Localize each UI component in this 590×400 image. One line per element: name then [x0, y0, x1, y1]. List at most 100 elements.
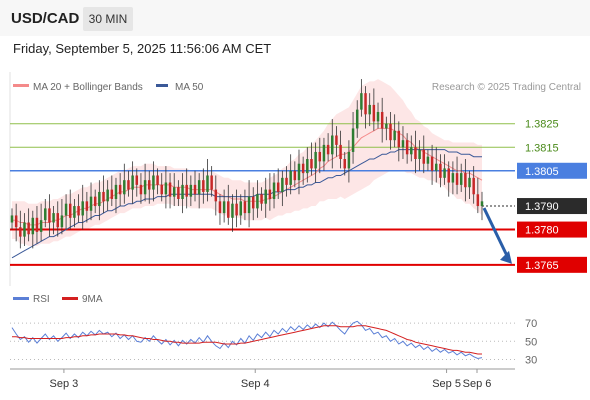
candle — [293, 161, 297, 188]
candle — [468, 170, 471, 199]
candle — [19, 210, 22, 249]
candle — [318, 137, 322, 174]
candle — [123, 163, 126, 204]
candle — [272, 173, 276, 209]
candle — [152, 161, 155, 202]
ma50-legend-label: MA 50 — [175, 82, 204, 93]
candle — [360, 79, 363, 117]
candle — [168, 173, 172, 209]
candle — [160, 173, 163, 202]
level-label-box — [517, 198, 587, 215]
candle — [197, 173, 201, 209]
candle — [326, 133, 330, 162]
candle — [102, 175, 105, 214]
candle — [422, 135, 426, 174]
candle — [39, 203, 43, 242]
candle — [276, 168, 280, 199]
candle — [268, 173, 272, 211]
x-tick-label: Sep 6 — [463, 378, 492, 390]
candle — [118, 173, 122, 207]
level-label-box — [517, 162, 587, 179]
candle — [235, 189, 238, 228]
credit-label: Research © 2025 Trading Central — [432, 82, 581, 93]
candle — [23, 213, 26, 247]
candle — [60, 198, 64, 235]
projection-arrowhead — [500, 250, 512, 264]
candle — [410, 135, 413, 162]
candle — [251, 187, 255, 221]
level-label: 1.3815 — [525, 142, 559, 154]
candle — [314, 142, 317, 183]
candle — [310, 142, 313, 176]
candle — [459, 163, 463, 192]
candle — [451, 161, 455, 195]
candle — [48, 194, 51, 237]
candle — [56, 201, 59, 237]
candle — [264, 177, 267, 218]
candle — [206, 159, 209, 202]
ma20-legend-label: MA 20 + Bollinger Bands — [33, 82, 143, 93]
candle — [77, 194, 80, 223]
candle — [131, 161, 134, 204]
candle — [401, 126, 405, 160]
candle — [222, 189, 226, 223]
level-label-box — [517, 256, 587, 273]
datetime-label: Friday, September 5, 2025 11:56:06 AM CE… — [13, 41, 272, 56]
candle — [372, 88, 376, 131]
level-label: 1.3765 — [525, 260, 559, 272]
candle — [455, 156, 459, 195]
candle — [14, 203, 18, 242]
candle — [297, 149, 301, 195]
candle — [202, 168, 205, 204]
symbol-label: USD/CAD — [11, 10, 80, 27]
x-tick-label: Sep 3 — [50, 378, 79, 390]
timeframe-button[interactable]: 30 MIN — [83, 7, 133, 31]
candle — [285, 166, 288, 197]
candle — [472, 166, 475, 204]
rsi-ma-legend-swatch — [62, 297, 78, 300]
candle — [347, 140, 351, 183]
candle — [227, 184, 230, 225]
candle — [73, 198, 76, 228]
candle — [243, 189, 247, 221]
x-tick-label: Sep 4 — [241, 378, 270, 390]
candle — [10, 208, 14, 230]
candle — [476, 177, 480, 214]
candle — [193, 170, 197, 202]
candle — [35, 206, 39, 244]
candle — [430, 144, 434, 185]
candle — [164, 166, 168, 209]
candle — [114, 177, 118, 214]
candles-group — [10, 79, 484, 249]
candle — [177, 180, 180, 207]
candle — [256, 180, 259, 218]
candle — [81, 184, 84, 230]
candle — [331, 119, 334, 169]
candle — [289, 154, 292, 195]
candle — [189, 175, 193, 207]
ma50-line — [11, 149, 482, 259]
candle — [439, 154, 442, 188]
level-label-box — [517, 221, 587, 238]
level-label: 1.3805 — [525, 166, 559, 178]
candle — [239, 194, 243, 225]
candle — [443, 154, 446, 185]
level-label: 1.3780 — [525, 225, 559, 237]
ma50-legend-swatch — [156, 84, 168, 87]
candle — [135, 168, 139, 197]
candle — [52, 206, 55, 235]
candle — [364, 86, 367, 129]
candle — [89, 182, 93, 221]
rsi-legend-label: RSI — [33, 294, 50, 305]
candle — [156, 168, 159, 195]
candle — [185, 168, 188, 209]
candle — [106, 180, 109, 211]
rsi-level-label: 70 — [525, 318, 537, 330]
candle — [426, 149, 430, 171]
candle — [64, 194, 68, 230]
candle — [464, 159, 467, 202]
candle — [405, 133, 409, 164]
candle — [139, 173, 143, 204]
candle — [218, 194, 222, 225]
